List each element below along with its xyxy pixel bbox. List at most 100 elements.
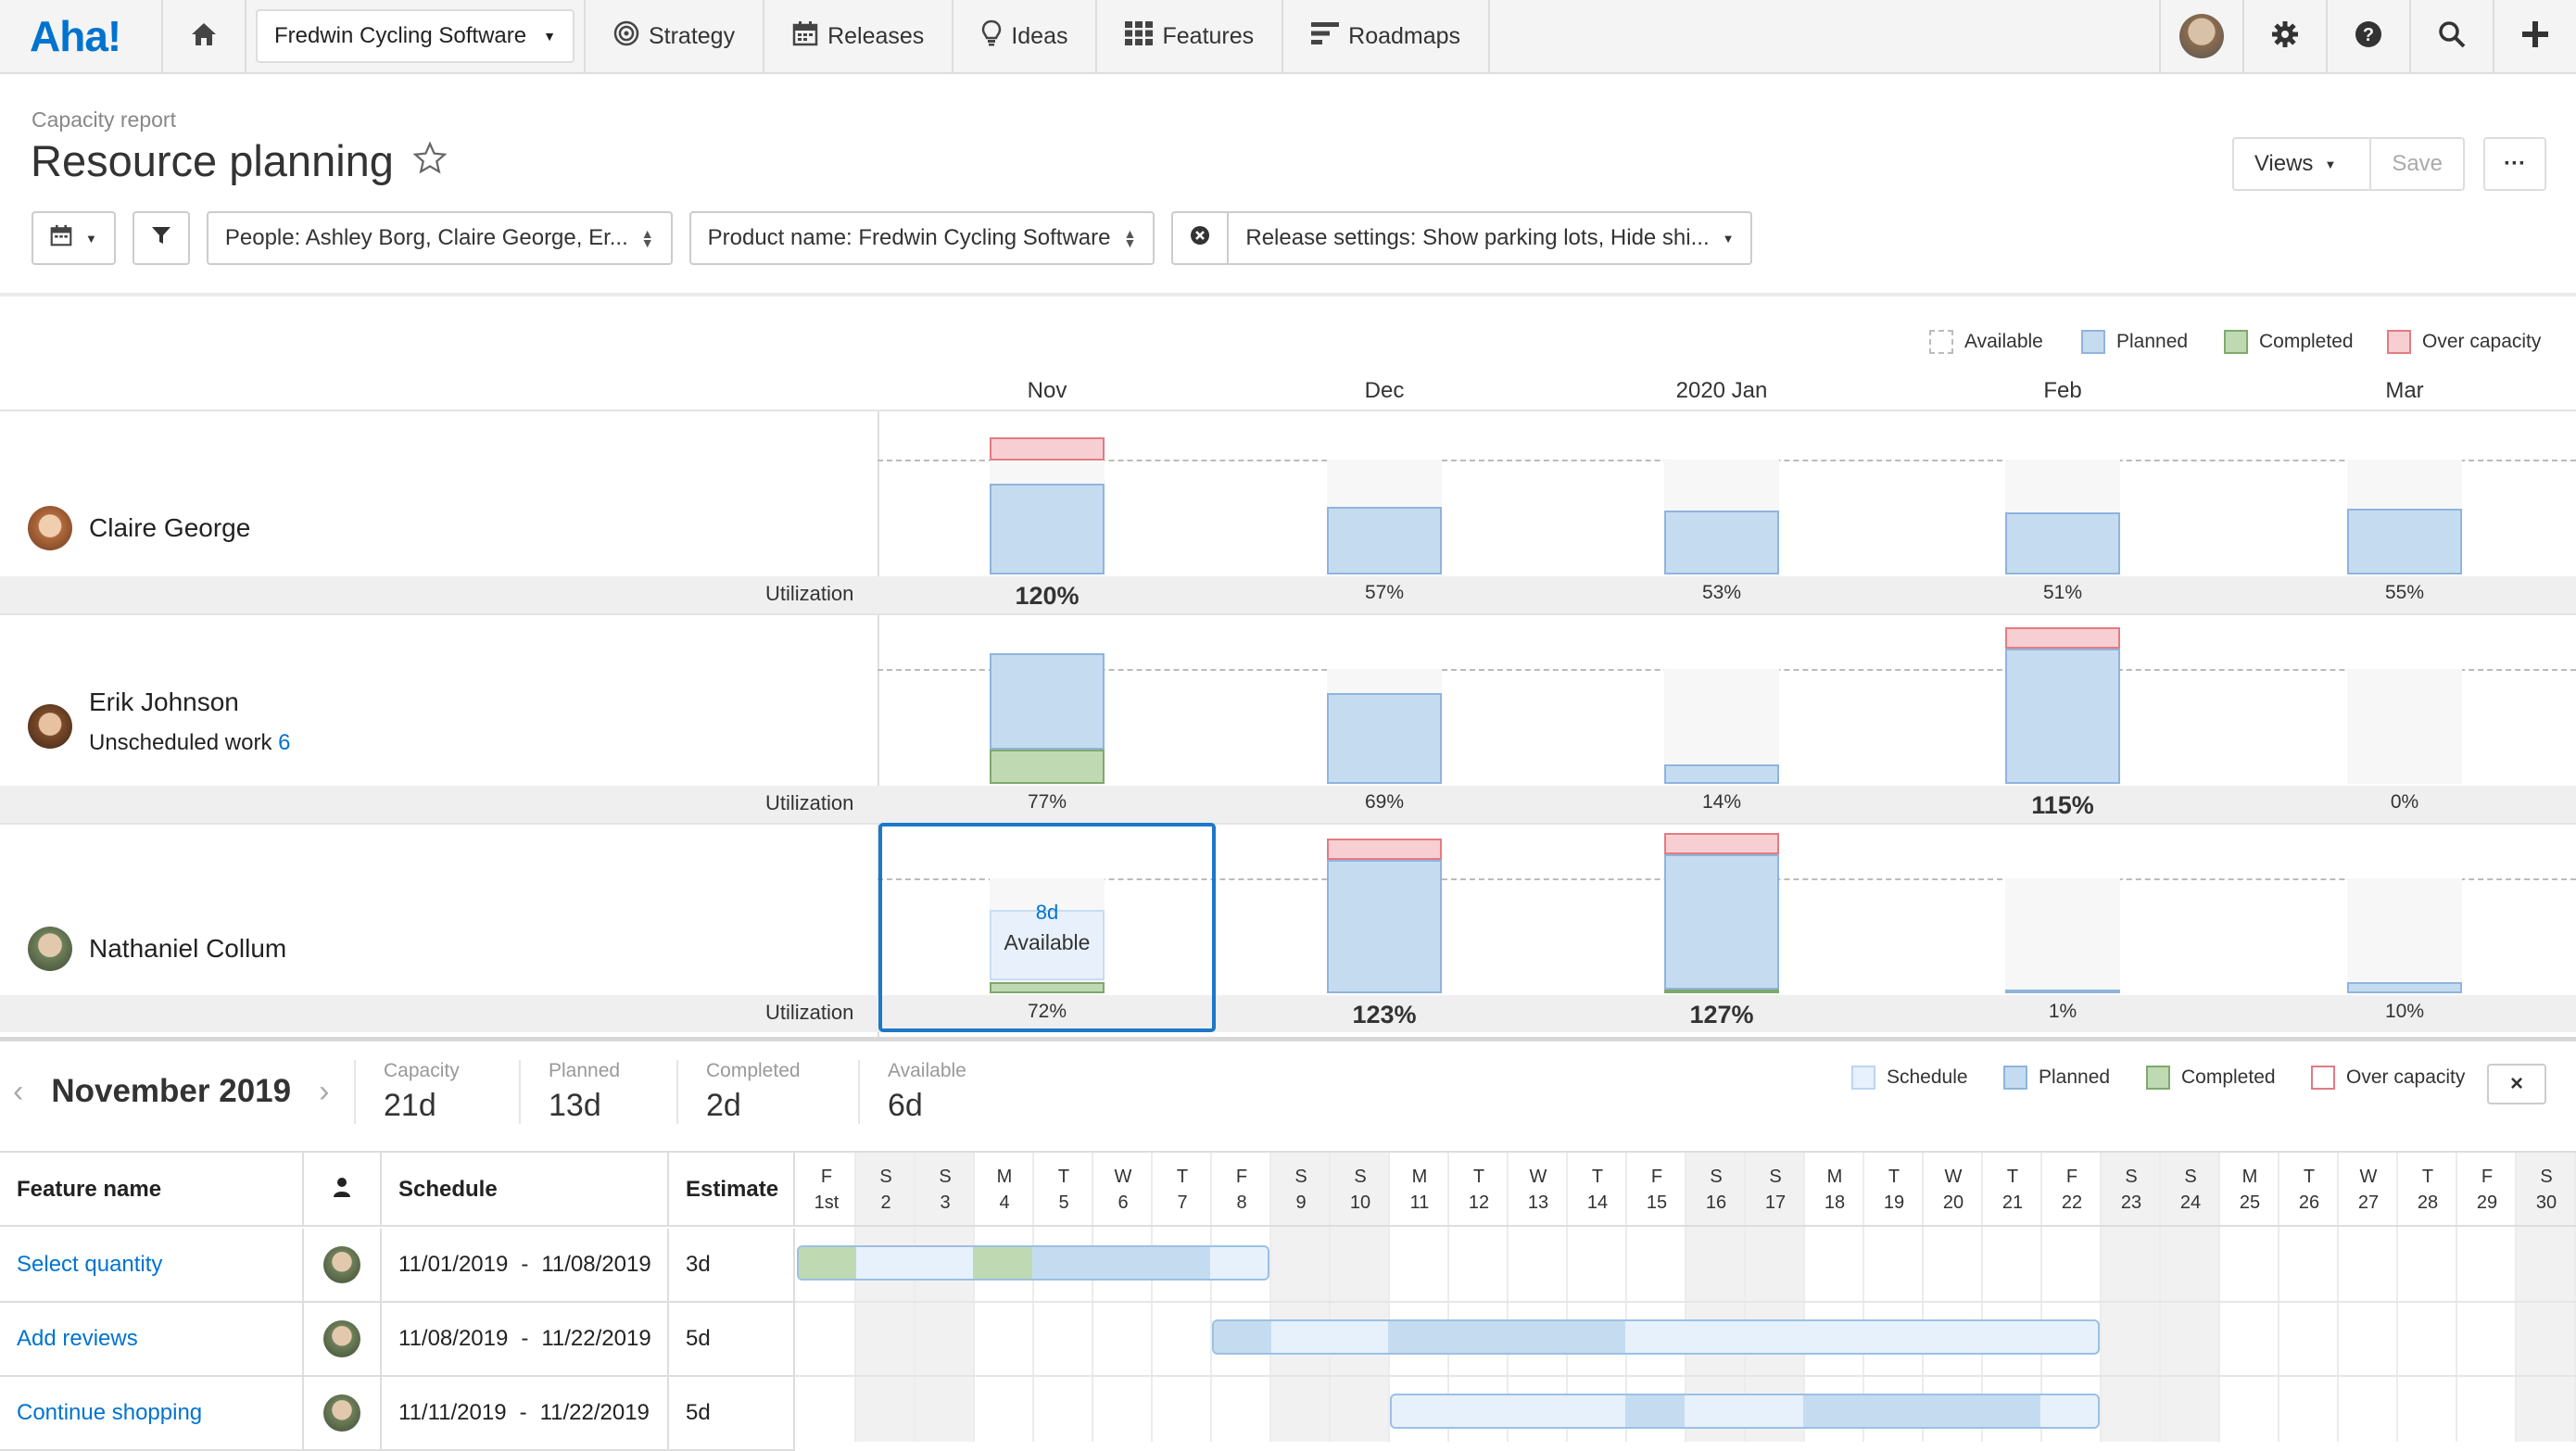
plus-icon: [2522, 20, 2548, 52]
day-number: 2: [880, 1192, 891, 1213]
day-header: F 1st: [797, 1164, 856, 1216]
search-button[interactable]: [2409, 0, 2493, 72]
column-feature-name[interactable]: Feature name: [0, 1153, 304, 1227]
chevron-right-icon[interactable]: ›: [319, 1073, 330, 1109]
selected-cell[interactable]: [878, 823, 1216, 1032]
bar-over-capacity: [990, 437, 1105, 461]
day-header: T 19: [1864, 1164, 1924, 1216]
date-range-button[interactable]: ▼: [32, 211, 116, 265]
nav-strategy[interactable]: Strategy: [586, 0, 765, 72]
filter-bar: ▼ People: Ashley Borg, Claire George, Er…: [32, 211, 1753, 265]
schedule-start: 11/01/2019: [398, 1252, 509, 1277]
gear-icon: [2271, 20, 2299, 53]
close-detail-button[interactable]: ×: [2487, 1064, 2546, 1104]
person-name[interactable]: Claire George: [89, 513, 251, 542]
day-column: [2102, 1153, 2161, 1442]
person-name[interactable]: Erik Johnson: [89, 688, 239, 716]
table-row: Add reviews 11/08/2019 - 11/22/2019 5d: [0, 1303, 795, 1377]
feature-link[interactable]: Continue shopping: [17, 1400, 203, 1425]
gantt-bar-continue-shopping[interactable]: [1390, 1394, 2100, 1429]
column-schedule[interactable]: Schedule: [382, 1153, 669, 1227]
assignee-avatar[interactable]: [323, 1394, 360, 1432]
gantt-bar-select-quantity[interactable]: [797, 1245, 1269, 1281]
nav-releases[interactable]: Releases: [764, 0, 954, 72]
caret-down-icon: ▼: [2324, 157, 2337, 171]
more-options-button[interactable]: ···: [2483, 137, 2546, 191]
assignee-avatar[interactable]: [323, 1246, 360, 1283]
bar-over-capacity: [2005, 627, 2120, 649]
day-column: [2279, 1153, 2339, 1442]
release-settings-filter[interactable]: Release settings: Show parking lots, Hid…: [1227, 211, 1753, 265]
legend-planned: Planned: [2081, 330, 2188, 354]
utilization-value: 115%: [2031, 791, 2094, 819]
day-letter: T: [2421, 1167, 2434, 1187]
filter-button[interactable]: [132, 211, 190, 265]
day-number: 6: [1118, 1192, 1129, 1213]
views-save-group: Views ▼ Save: [2231, 137, 2466, 191]
column-assignee[interactable]: [304, 1153, 382, 1227]
day-letter: M: [996, 1167, 1013, 1187]
user-menu[interactable]: [2159, 0, 2242, 72]
person-name[interactable]: Nathaniel Collum: [89, 934, 287, 963]
add-button[interactable]: [2493, 0, 2576, 72]
gantt-bar-add-reviews[interactable]: [1212, 1319, 2100, 1355]
stat-label: Capacity: [384, 1060, 460, 1081]
month-header-mar: Mar: [2385, 378, 2424, 403]
nav-ideas[interactable]: Ideas: [953, 0, 1098, 72]
legend-label: Available: [1964, 331, 2043, 352]
day-header: T 21: [1983, 1164, 2042, 1216]
star-icon[interactable]: [412, 135, 448, 186]
schedule-end: 11/08/2019: [541, 1252, 651, 1277]
stat-value: 2d: [706, 1088, 741, 1123]
chevron-left-icon[interactable]: ‹: [13, 1073, 24, 1109]
breadcrumb[interactable]: Capacity report: [32, 107, 176, 132]
day-number: 19: [1883, 1192, 1905, 1213]
month-header-nov: Nov: [1027, 378, 1067, 403]
people-filter[interactable]: People: Ashley Borg, Claire George, Er..…: [206, 211, 673, 265]
gantt-planned: [1214, 1321, 1271, 1353]
lightbulb-icon: [981, 19, 1002, 54]
day-header: W 13: [1509, 1164, 1568, 1216]
home-icon: [190, 21, 218, 52]
legend-label: Planned: [2116, 331, 2189, 352]
schedule-start: 11/08/2019: [398, 1326, 509, 1351]
person-claire-george: Claire George: [28, 506, 250, 550]
feature-link[interactable]: Select quantity: [17, 1252, 163, 1277]
help-button[interactable]: ?: [2326, 0, 2409, 72]
save-button[interactable]: Save: [2369, 139, 2463, 189]
assignee-avatar[interactable]: [323, 1320, 360, 1357]
available-days: 8d: [1035, 901, 1059, 924]
day-letter: T: [1176, 1167, 1189, 1187]
day-column: [1568, 1153, 1627, 1442]
stat-planned: Planned 13d: [519, 1060, 620, 1124]
day-header: T 14: [1568, 1164, 1627, 1216]
utilization-value: 0%: [2390, 791, 2419, 813]
bar-planned: [2005, 512, 2120, 574]
day-header: T 12: [1449, 1164, 1509, 1216]
aha-logo[interactable]: Aha!: [0, 0, 163, 72]
day-letter: S: [2184, 1167, 2197, 1187]
clear-release-filter-button[interactable]: [1171, 211, 1228, 265]
day-number: 13: [1527, 1192, 1549, 1213]
product-selector[interactable]: Fredwin Cycling Software ▼: [256, 9, 575, 63]
views-button[interactable]: Views ▼: [2234, 139, 2356, 189]
unscheduled-work-count[interactable]: 6: [278, 730, 291, 755]
day-number: 11: [1409, 1192, 1430, 1213]
stat-capacity: Capacity 21d: [354, 1060, 460, 1124]
product-filter[interactable]: Product name: Fredwin Cycling Software ▲…: [688, 211, 1155, 265]
feature-link[interactable]: Add reviews: [17, 1326, 138, 1351]
home-button[interactable]: [163, 0, 246, 72]
settings-button[interactable]: [2242, 0, 2326, 72]
bar-planned: [1664, 511, 1779, 574]
gantt-planned: [1388, 1321, 1625, 1353]
legend-label: Over capacity: [2346, 1066, 2466, 1088]
nav-roadmaps[interactable]: Roadmaps: [1283, 0, 1491, 72]
stat-value: 21d: [384, 1088, 436, 1123]
nav-features[interactable]: Features: [1097, 0, 1284, 72]
schedule-dash: -: [521, 1252, 529, 1277]
column-estimate[interactable]: Estimate: [669, 1153, 795, 1227]
day-header: T 28: [2398, 1164, 2457, 1216]
day-column: [1924, 1153, 1983, 1442]
